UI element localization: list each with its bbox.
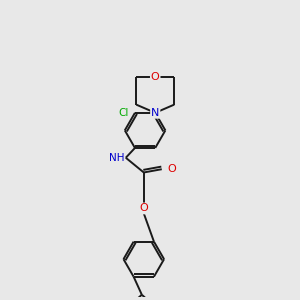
Text: NH: NH bbox=[109, 153, 124, 163]
Text: Cl: Cl bbox=[119, 108, 129, 118]
Text: O: O bbox=[151, 72, 160, 82]
Text: N: N bbox=[151, 108, 159, 118]
Text: O: O bbox=[140, 203, 148, 214]
Text: O: O bbox=[168, 164, 176, 174]
